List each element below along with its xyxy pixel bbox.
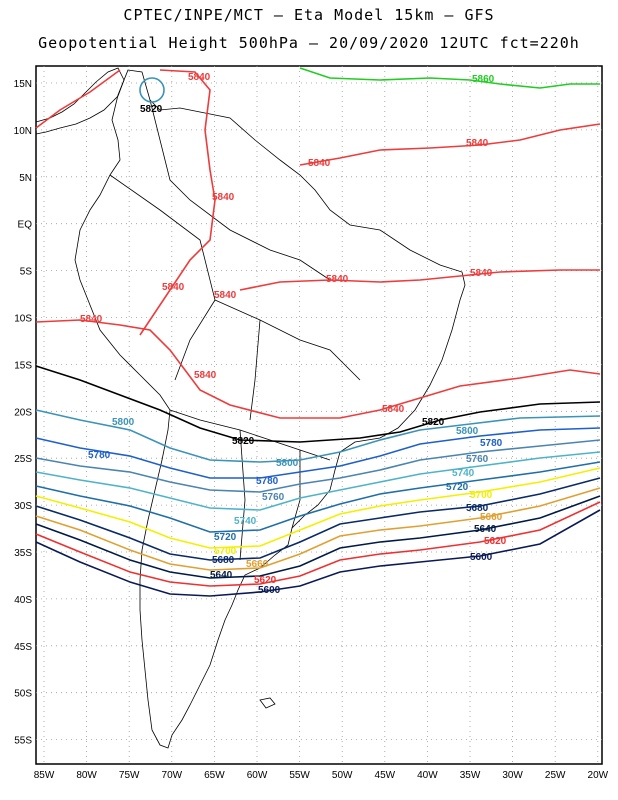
label-5760-b: 5760	[262, 492, 285, 503]
lon-tick-label: 30W	[502, 770, 523, 781]
contour-5680	[35, 477, 601, 561]
label-5800-c: 5800	[276, 458, 299, 469]
lat-tick-label: 35S	[14, 548, 32, 559]
falkland-islands	[259, 697, 276, 709]
lon-tick-label: 45W	[375, 770, 396, 781]
label-5840-f: 5840	[470, 268, 493, 279]
contour-5840-central	[35, 269, 601, 419]
lon-tick-label: 20W	[588, 770, 609, 781]
lon-tick-label: 55W	[289, 770, 310, 781]
lon-tick-label: 80W	[76, 770, 97, 781]
contour-5840-north	[35, 69, 601, 336]
lon-tick-label: 25W	[545, 770, 566, 781]
label-5840-g: 5840	[162, 282, 185, 293]
label-5660-b: 5660	[246, 559, 269, 570]
contour-5760	[35, 439, 601, 493]
lat-tick-label: 10N	[14, 126, 32, 137]
label-5680-b: 5680	[212, 555, 235, 566]
label-5840-j: 5840	[194, 370, 217, 381]
country-borders	[109, 99, 361, 561]
label-5600-b: 5600	[258, 585, 281, 596]
lon-tick-label: 75W	[119, 770, 140, 781]
contour-5780	[35, 427, 601, 479]
lon-tick-label: 35W	[460, 770, 481, 781]
latitude-labels: 15N 10N 5N EQ 5S 10S 15S 20S 25S 30S 35S 40S 45S 50S 5…	[14, 79, 33, 747]
label-5600-a: 5600	[470, 552, 493, 563]
coastlines	[35, 67, 466, 749]
lon-tick-label: 65W	[204, 770, 225, 781]
map-frame	[35, 65, 603, 765]
label-5800-b: 5800	[456, 426, 479, 437]
lat-tick-label: 30S	[14, 501, 32, 512]
contour-5740	[35, 451, 601, 511]
height-contours	[35, 67, 601, 597]
contour-5720	[35, 461, 601, 533]
label-5820-low: 5820	[140, 104, 163, 115]
south-america-coast	[74, 69, 466, 749]
contour-5600	[35, 509, 601, 597]
label-5800-a: 5800	[112, 417, 135, 428]
contour-5700	[35, 467, 601, 549]
label-5760-a: 5760	[466, 454, 489, 465]
label-5840-k: 5840	[382, 404, 405, 415]
label-5620-a: 5620	[484, 536, 507, 547]
lon-tick-label: 85W	[34, 770, 55, 781]
label-5840-h: 5840	[214, 290, 237, 301]
label-5840-d: 5840	[212, 192, 235, 203]
label-5620-b: 5620	[254, 575, 277, 586]
lat-tick-label: EQ	[18, 220, 33, 231]
label-5640-a: 5640	[474, 524, 497, 535]
lon-tick-label: 70W	[162, 770, 183, 781]
lat-tick-label: 15N	[14, 79, 32, 90]
label-5780-b: 5780	[480, 438, 503, 449]
contour-5820-closed-low	[139, 77, 165, 103]
label-5640-b: 5640	[210, 570, 233, 581]
label-5840-e: 5840	[326, 274, 349, 285]
lat-tick-label: 50S	[14, 689, 32, 700]
label-5700-a: 5700	[470, 490, 493, 501]
lat-tick-label: 5S	[20, 267, 33, 278]
lat-tick-label: 45S	[14, 642, 32, 653]
label-5720-a: 5720	[446, 482, 469, 493]
label-5660-a: 5660	[480, 512, 503, 523]
label-5840-a: 5840	[188, 72, 211, 83]
lat-tick-label: 55S	[14, 736, 32, 747]
chart-title-line1: CPTEC/INPE/MCT – Eta Model 15km – GFS	[123, 6, 495, 24]
label-5740-b: 5740	[234, 516, 257, 527]
label-5700-b: 5700	[214, 546, 237, 557]
label-5780-a: 5780	[88, 450, 111, 461]
label-5820-a: 5820	[422, 417, 445, 428]
contour-5620	[35, 501, 601, 587]
central-america-coast	[35, 67, 125, 135]
lat-tick-label: 10S	[14, 314, 32, 325]
lat-tick-label: 5N	[19, 173, 32, 184]
contour-labels: 5860 5840 5820 5840 5840 5840 5840 5840 …	[80, 72, 507, 596]
contour-5640	[35, 495, 601, 579]
label-5780-c: 5780	[256, 476, 279, 487]
lon-tick-label: 50W	[332, 770, 353, 781]
label-5820-b: 5820	[232, 436, 255, 447]
label-5680-a: 5680	[466, 503, 489, 514]
label-5840-c: 5840	[466, 138, 489, 149]
label-5740-a: 5740	[452, 468, 475, 479]
longitude-labels: 85W 80W 75W 70W 65W 60W 55W 50W 45W 40W 35W 30W 25W 2…	[34, 770, 609, 781]
contour-5860	[299, 67, 600, 89]
lat-tick-label: 15S	[14, 360, 32, 371]
lat-tick-label: 40S	[14, 595, 32, 606]
contour-5800	[35, 409, 601, 463]
chart-title-line2: Geopotential Height 500hPa – 20/09/2020 …	[38, 34, 580, 52]
contour-5660	[35, 487, 601, 571]
label-5840-i: 5840	[80, 314, 103, 325]
contour-5820	[35, 365, 601, 443]
lon-tick-label: 60W	[247, 770, 268, 781]
label-5720-b: 5720	[214, 532, 237, 543]
label-5840-b: 5840	[308, 158, 331, 169]
label-5860: 5860	[472, 74, 495, 85]
lat-tick-label: 25S	[14, 454, 32, 465]
lon-tick-label: 40W	[417, 770, 438, 781]
lat-tick-label: 20S	[14, 407, 32, 418]
